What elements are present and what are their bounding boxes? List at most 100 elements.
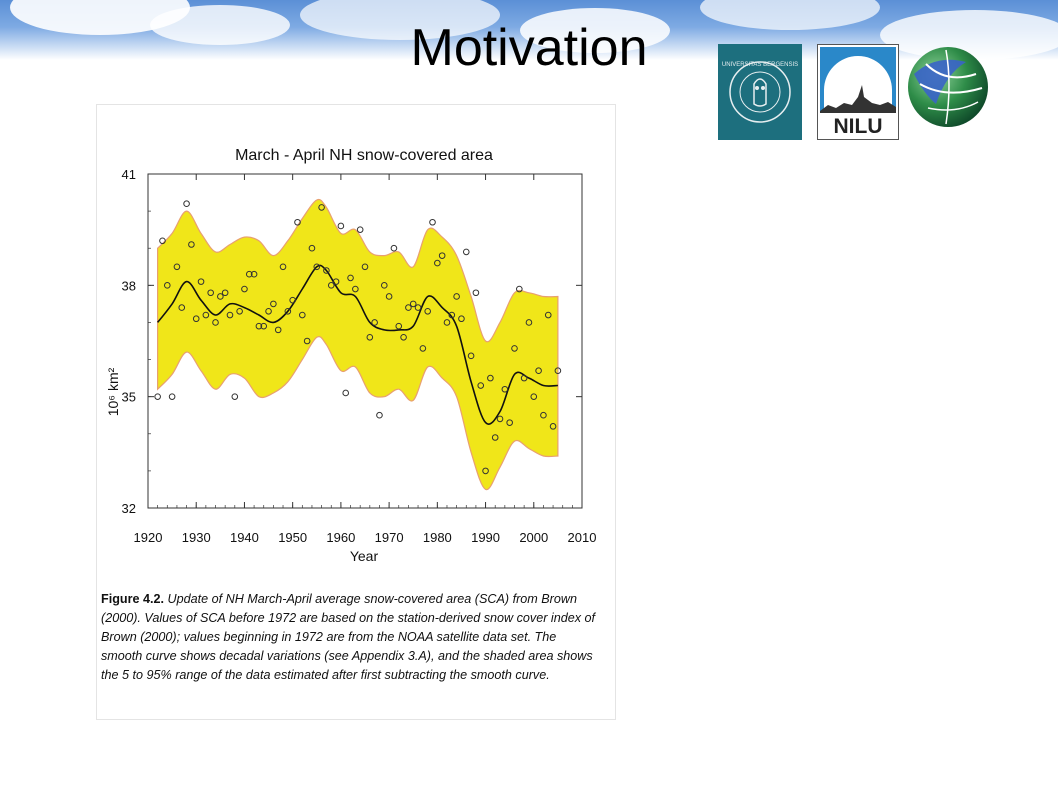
data-point	[390, 244, 398, 252]
x-tick-label: 1960	[326, 530, 355, 545]
data-point	[173, 263, 181, 271]
data-point	[434, 259, 441, 267]
nilu-logo: NILU	[817, 44, 899, 140]
x-tick-label: 1950	[278, 530, 307, 545]
y-tick-label: 38	[122, 278, 136, 293]
data-point	[221, 289, 229, 297]
data-point	[400, 333, 407, 341]
data-point	[520, 374, 528, 382]
sky-banner	[0, 0, 1058, 60]
data-point	[332, 278, 340, 285]
figure-caption: Figure 4.2. Update of NH March-April ave…	[101, 590, 601, 685]
data-point	[419, 345, 427, 352]
data-point	[294, 218, 301, 226]
data-point	[183, 200, 190, 207]
cloud	[880, 10, 1058, 60]
data-point	[226, 311, 234, 319]
chart-title: March - April NH snow-covered area	[235, 147, 493, 164]
data-point	[245, 270, 253, 278]
data-point	[462, 248, 470, 256]
data-point	[443, 319, 451, 326]
data-point	[530, 393, 538, 400]
data-point	[409, 300, 417, 308]
data-point	[323, 267, 330, 274]
data-point	[270, 300, 277, 308]
data-point	[299, 311, 306, 319]
data-point	[414, 304, 422, 311]
nilu-skyline-icon: NILU	[820, 47, 896, 138]
snow-cover-chart: March - April NH snow-covered area 1920 1…	[105, 147, 597, 564]
data-point	[154, 393, 161, 400]
data-point	[347, 274, 354, 282]
data-point	[274, 326, 282, 334]
data-point	[303, 337, 311, 345]
data-point	[482, 467, 489, 475]
data-point	[458, 315, 465, 323]
data-point	[289, 296, 296, 304]
plot-frame	[147, 173, 583, 509]
data-point	[318, 204, 325, 211]
cloud	[150, 5, 290, 45]
x-tick-label: 2010	[568, 530, 597, 545]
data-point	[260, 322, 268, 330]
nilu-text: NILU	[834, 115, 883, 138]
data-point	[236, 308, 243, 315]
data-point	[549, 423, 557, 430]
data-point	[516, 285, 523, 293]
data-point	[241, 285, 248, 293]
smooth-curve	[156, 264, 558, 425]
data-point	[279, 263, 287, 271]
data-point	[366, 333, 374, 341]
data-point	[284, 308, 292, 315]
y-tick-label: 41	[122, 167, 136, 182]
x-tick-label: 2000	[519, 530, 548, 545]
uib-logo: UNIVERSITAS BERGENSIS	[718, 44, 802, 140]
y-tick-label: 32	[122, 501, 136, 516]
data-point	[405, 304, 412, 311]
data-point	[197, 278, 205, 285]
data-point	[554, 367, 562, 374]
x-axis-label: Year	[350, 548, 379, 564]
data-point	[506, 419, 513, 426]
data-point	[207, 289, 214, 297]
data-point	[255, 322, 263, 330]
data-point	[202, 311, 210, 319]
data-point	[265, 308, 272, 315]
data-point	[188, 241, 195, 248]
data-point	[540, 411, 547, 419]
x-tick-label: 1990	[471, 530, 500, 545]
data-point	[178, 304, 186, 311]
data-point	[327, 282, 335, 289]
x-tick-label: 1980	[423, 530, 452, 545]
data-point	[395, 322, 403, 330]
data-point	[424, 308, 431, 315]
data-point	[385, 293, 393, 300]
data-point	[496, 415, 504, 423]
data-point	[429, 218, 436, 226]
caption-label: Figure 4.2.	[101, 592, 164, 606]
data-point	[511, 345, 518, 352]
y-tick-label: 35	[122, 390, 136, 405]
data-point	[212, 319, 219, 326]
data-point	[525, 319, 533, 326]
data-point	[380, 282, 388, 289]
cloud	[520, 8, 670, 53]
data-point	[192, 315, 200, 323]
data-point	[376, 411, 383, 419]
data-point	[544, 311, 552, 319]
data-point	[352, 285, 359, 293]
data-point	[487, 374, 494, 382]
data-point	[361, 263, 369, 271]
x-tick-label: 1920	[134, 530, 163, 545]
data-point	[477, 382, 485, 389]
data-point	[467, 352, 475, 360]
data-point	[453, 293, 460, 300]
x-tick-label: 1940	[230, 530, 259, 545]
data-point	[313, 263, 321, 271]
data-point	[163, 282, 171, 289]
data-point	[535, 367, 542, 374]
data-point	[501, 385, 509, 393]
data-point	[491, 434, 499, 441]
data-point	[250, 270, 258, 278]
data-point	[159, 237, 166, 245]
